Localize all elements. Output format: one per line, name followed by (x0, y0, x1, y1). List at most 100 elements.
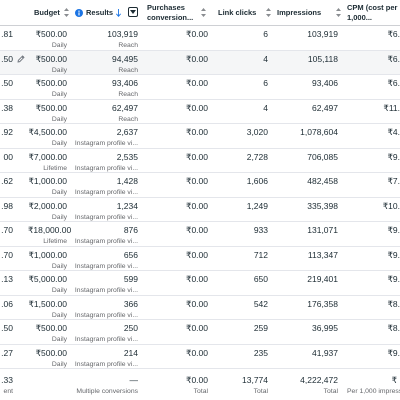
results-cell: 103,919 Reach (73, 26, 141, 50)
table-row[interactable]: .50 ₹500.00 Daily 94,495 Reach ₹0.00 4 105,118 ₹… (0, 50, 400, 75)
budget-value: ₹500.00 (35, 29, 67, 39)
cpm-value: ₹10. (382, 200, 400, 211)
impressions-value: 176,358 (307, 298, 338, 309)
results-cell: 62,497 Reach (73, 100, 141, 124)
budget-cell[interactable]: ₹1,500.00 Daily (28, 296, 73, 320)
budget-cell[interactable]: ₹500.00 Daily (28, 345, 73, 369)
total-amount-spent: .33 (1, 375, 13, 385)
link-clicks-cell: 1,606 (209, 173, 272, 197)
impressions-cell: 41,937 (272, 345, 342, 369)
header-purchases[interactable]: Purchases conversion... (141, 0, 209, 25)
budget-cell[interactable]: ₹1,000.00 Daily (28, 247, 73, 271)
results-value: 366 (123, 298, 138, 309)
table-row[interactable]: .38 ₹500.00 Daily 62,497 Reach ₹0.00 4 62,497 ₹1… (0, 100, 400, 124)
header-results[interactable]: Results (73, 0, 141, 25)
table-row[interactable]: .06 ₹1,500.00 Daily 366 Instagram profile vi… (0, 296, 400, 320)
amount-spent-cell: .70 (0, 247, 28, 271)
budget-cell[interactable]: ₹500.00 Daily (28, 51, 73, 75)
sort-icon[interactable] (64, 8, 69, 17)
budget-cell[interactable]: ₹500.00 Daily (28, 26, 73, 50)
budget-value: ₹5,000.00 (28, 274, 68, 284)
purchases-value: ₹0.00 (186, 53, 208, 64)
cpm-value: ₹7. (387, 176, 400, 186)
budget-value: ₹1,000.00 (28, 249, 68, 260)
header-amount-spent[interactable] (0, 0, 28, 25)
link-clicks-cell: 259 (209, 320, 272, 344)
cpm-cell: ₹9. (342, 222, 400, 246)
totals-row: .33 ent — Multiple conversions ₹0.00 Tot… (0, 369, 400, 400)
table-row[interactable]: .27 ₹500.00 Daily 214 Instagram profile vi..… (0, 345, 400, 369)
budget-value: ₹500.00 (35, 78, 67, 88)
total-amount-spent-label: ent (3, 388, 13, 395)
link-clicks-cell: 933 (209, 222, 272, 246)
budget-cell[interactable]: ₹500.00 Daily (28, 75, 73, 99)
table-row[interactable]: .98 ₹2,000.00 Daily 1,234 Instagram profile … (0, 198, 400, 222)
result-type: Instagram profile vi... (74, 140, 138, 147)
budget-cell[interactable]: ₹5,000.00 Daily (28, 271, 73, 295)
budget-cell[interactable]: ₹18,000.00 Lifetime (28, 222, 73, 246)
budget-cell[interactable]: ₹500.00 Daily (28, 320, 73, 344)
budget-value: ₹7,000.00 (28, 151, 68, 162)
budget-type: Daily (51, 311, 67, 319)
budget-cell[interactable]: ₹7,000.00 Lifetime (28, 149, 73, 173)
arrow-down-icon[interactable] (116, 8, 122, 17)
table-row[interactable]: .13 ₹5,000.00 Daily 599 Instagram profile vi… (0, 271, 400, 296)
purchases-cell: ₹0.00 (141, 222, 209, 246)
pencil-icon[interactable] (17, 54, 25, 63)
result-type: Reach (118, 66, 138, 74)
results-value: 2,637 (116, 127, 138, 137)
sort-icon[interactable] (266, 8, 271, 17)
amount-spent-cell: .50 (0, 320, 28, 344)
dropdown-box-icon[interactable] (128, 7, 138, 17)
cpm-cell: ₹6. (342, 75, 400, 99)
result-type: Reach (118, 115, 138, 123)
link-clicks-value: 712 (253, 249, 268, 260)
budget-cell[interactable]: ₹4,500.00 Daily (28, 124, 73, 148)
total-link-clicks: 13,774 (242, 375, 268, 385)
amount-spent-value: .38 (1, 102, 13, 113)
impressions-cell: 113,347 (272, 247, 342, 271)
table-row[interactable]: .50 ₹500.00 Daily 93,406 Reach ₹0.00 6 93,406 ₹6… (0, 75, 400, 100)
purchases-cell: ₹0.00 (141, 345, 209, 369)
purchases-value: ₹0.00 (186, 347, 208, 358)
purchases-cell: ₹0.00 (141, 100, 209, 124)
cpm-cell: ₹9. (342, 247, 400, 271)
budget-value: ₹1,000.00 (28, 176, 68, 186)
budget-cell[interactable]: ₹1,000.00 Daily (28, 173, 73, 197)
link-clicks-value: 4 (263, 53, 268, 64)
table-row[interactable]: .92 ₹4,500.00 Daily 2,637 Instagram profile … (0, 124, 400, 149)
link-clicks-value: 933 (253, 225, 268, 235)
impressions-value: 36,995 (312, 323, 338, 333)
budget-cell[interactable]: ₹2,000.00 Daily (28, 198, 73, 222)
table-row[interactable]: .62 ₹1,000.00 Daily 1,428 Instagram profile … (0, 173, 400, 198)
results-cell: 599 Instagram profile vi... (73, 271, 141, 295)
cpm-value: ₹6. (387, 53, 400, 64)
header-budget[interactable]: Budget (28, 0, 73, 25)
sort-icon[interactable] (336, 8, 341, 17)
header-impressions[interactable]: Impressions (272, 0, 342, 25)
amount-spent-value: .70 (1, 225, 13, 235)
sort-icon[interactable] (201, 8, 206, 17)
budget-type: Daily (51, 262, 67, 270)
header-cpm[interactable]: CPM (cost per 1,000... (342, 0, 400, 25)
result-type: Instagram profile vi... (74, 213, 138, 221)
link-clicks-value: 3,020 (246, 127, 268, 137)
results-cell: 2,535 Instagram profile vi... (73, 149, 141, 173)
budget-cell[interactable]: ₹500.00 Daily (28, 100, 73, 124)
cpm-cell: ₹10. (342, 198, 400, 222)
amount-spent-cell: .13 (0, 271, 28, 295)
purchases-cell: ₹0.00 (141, 271, 209, 295)
table-row[interactable]: .50 ₹500.00 Daily 250 Instagram profile vi..… (0, 320, 400, 345)
header-link-clicks[interactable]: Link clicks (209, 0, 272, 25)
table-row[interactable]: .81 ₹500.00 Daily 103,919 Reach ₹0.00 6 103,919… (0, 26, 400, 51)
amount-spent-value: .81 (1, 29, 13, 39)
table-row[interactable]: 00 ₹7,000.00 Lifetime 2,535 Instagram profil… (0, 149, 400, 173)
purchases-cell: ₹0.00 (141, 75, 209, 99)
cpm-value: ₹4. (387, 127, 400, 137)
impressions-cell: 103,919 (272, 26, 342, 50)
table-row[interactable]: .70 ₹18,000.00 Lifetime 876 Instagram profil… (0, 222, 400, 247)
info-icon[interactable] (75, 8, 83, 17)
table-row[interactable]: .70 ₹1,000.00 Daily 656 Instagram profile vi… (0, 247, 400, 271)
amount-spent-value: .98 (1, 200, 13, 211)
amount-spent-cell: .81 (0, 26, 28, 50)
